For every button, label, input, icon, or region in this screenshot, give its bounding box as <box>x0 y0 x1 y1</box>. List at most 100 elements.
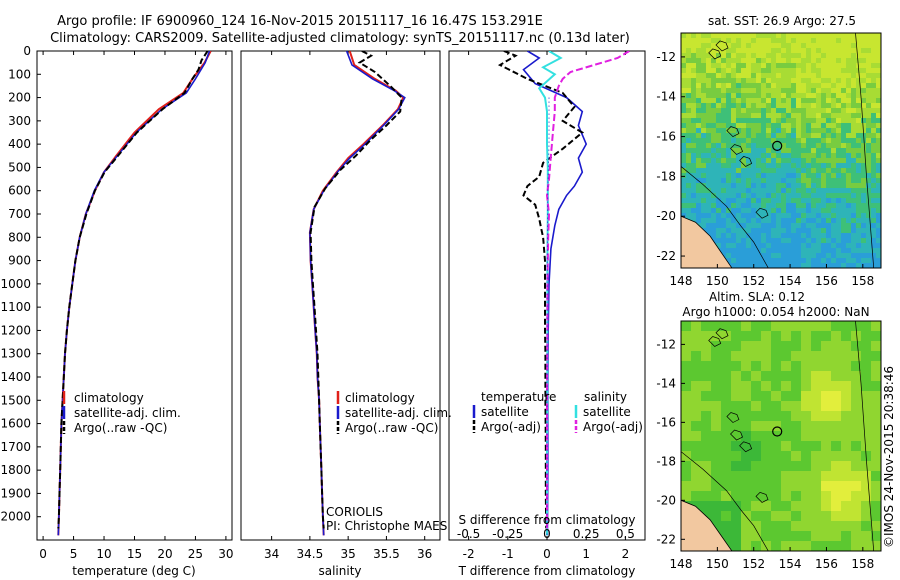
map-cell <box>781 113 787 119</box>
map-cell <box>736 123 742 129</box>
map-cell <box>761 421 772 432</box>
map-cell <box>786 263 792 268</box>
map-cell <box>681 188 687 194</box>
map-cell <box>846 38 852 44</box>
map-cell <box>791 263 797 268</box>
map-cell <box>776 123 782 129</box>
map-cell <box>686 143 692 149</box>
map-cell <box>741 118 747 124</box>
map-cell <box>851 531 862 542</box>
map-cell <box>786 88 792 94</box>
map-cell <box>751 113 757 119</box>
map-cell <box>681 491 692 502</box>
map-cell <box>846 253 852 259</box>
map-cell <box>871 223 877 229</box>
map-cell <box>741 208 747 214</box>
map-cell <box>851 108 857 114</box>
map-cell <box>736 243 742 249</box>
map-cell <box>851 48 857 54</box>
map-cell <box>766 238 772 244</box>
map-cell <box>846 218 852 224</box>
map-cell <box>761 431 772 442</box>
map-cell <box>871 98 877 104</box>
y-tick-label: 1300 <box>0 347 31 361</box>
map-cell <box>821 203 827 209</box>
map-cell <box>791 253 797 259</box>
map-cell <box>766 113 772 119</box>
map-cell <box>791 143 797 149</box>
map-cell <box>861 341 872 352</box>
map-cell <box>776 78 782 84</box>
map-cell <box>691 118 697 124</box>
map-cell <box>731 103 737 109</box>
map-cell <box>801 53 807 59</box>
map-cell <box>751 238 757 244</box>
map-cell <box>776 113 782 119</box>
map-cell <box>826 73 832 79</box>
map-cell <box>711 78 717 84</box>
map-cell <box>816 98 822 104</box>
land-mass <box>681 499 733 551</box>
map-cell <box>836 108 842 114</box>
map-cell <box>681 93 687 99</box>
map-cell <box>791 83 797 89</box>
map-cell <box>866 68 872 74</box>
map-cell <box>806 43 812 49</box>
map-cell <box>861 371 872 382</box>
map-cell <box>806 203 812 209</box>
map-cell <box>691 138 697 144</box>
map-cell <box>741 203 747 209</box>
map-cell <box>841 178 847 184</box>
map-cell <box>851 471 862 482</box>
map-cell <box>846 138 852 144</box>
map-cell <box>856 183 862 189</box>
x-tick-label: 2 <box>622 547 630 561</box>
map-cell <box>681 341 692 352</box>
map-cell <box>816 133 822 139</box>
map-cell <box>831 153 837 159</box>
map-cell <box>831 431 842 442</box>
map-cell <box>756 173 762 179</box>
map-cell <box>871 53 877 59</box>
map-cell <box>806 128 812 134</box>
map-cell <box>781 223 787 229</box>
map-cell <box>801 113 807 119</box>
map-cell <box>701 451 712 462</box>
map-cell <box>796 218 802 224</box>
map-cell <box>786 163 792 169</box>
map-cell <box>816 213 822 219</box>
map-cell <box>711 451 722 462</box>
map-cell <box>851 431 862 442</box>
map-cell <box>686 203 692 209</box>
map-cell <box>796 178 802 184</box>
map-cell <box>801 481 812 492</box>
map-cell <box>781 411 792 422</box>
map-cell <box>861 401 872 412</box>
legend-title-temperature: temperature <box>481 390 556 404</box>
legend-label-t-satellite: satellite <box>481 405 529 419</box>
map-cell <box>876 88 881 94</box>
map-cell <box>706 93 712 99</box>
map-cell <box>761 481 772 492</box>
map-cell <box>846 133 852 139</box>
map-cell <box>766 198 772 204</box>
map-cell <box>721 203 727 209</box>
map-cell <box>826 208 832 214</box>
map-cell <box>816 253 822 259</box>
map-cell <box>801 491 812 502</box>
map-cell <box>756 118 762 124</box>
sla-map-title-line-2: Argo h1000: 0.054 h2000: NaN <box>682 305 869 319</box>
map-cell <box>756 243 762 249</box>
map-cell <box>721 341 732 352</box>
map-cell <box>871 103 877 109</box>
map-cell <box>711 351 722 362</box>
map-cell <box>731 78 737 84</box>
map-cell <box>876 33 881 39</box>
map-cell <box>696 78 702 84</box>
map-cell <box>751 253 757 259</box>
map-cell <box>741 98 747 104</box>
map-cell <box>801 411 812 422</box>
map-cell <box>851 511 862 522</box>
map-cell <box>751 228 757 234</box>
map-cell <box>731 148 737 154</box>
